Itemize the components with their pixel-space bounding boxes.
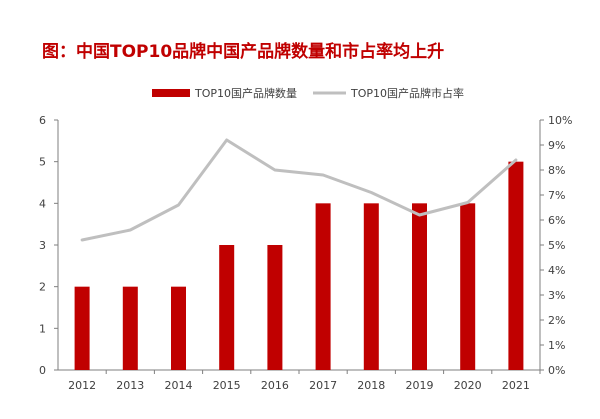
x-tick-label: 2012 (68, 379, 96, 392)
right-tick-label: 8% (548, 164, 565, 177)
legend: TOP10国产品牌数量 TOP10国产品牌市占率 (152, 86, 464, 100)
right-tick-label: 3% (548, 289, 565, 302)
left-tick-label: 3 (39, 239, 46, 252)
bar (508, 161, 524, 370)
right-tick-label: 6% (548, 214, 565, 227)
left-tick-label: 4 (39, 197, 46, 210)
bar (122, 286, 138, 370)
bar (74, 286, 90, 370)
x-tick-label: 2015 (213, 379, 241, 392)
bar (363, 203, 379, 370)
bar (460, 203, 476, 370)
right-tick-label: 4% (548, 264, 565, 277)
legend-label-line: TOP10国产品牌市占率 (350, 86, 464, 100)
axes: 0 1 2 3 4 5 6 0% 1% 2% 3% 4% 5% 6% 7% 8% 9% 10% 2012 2013 20… (39, 114, 572, 392)
right-tick-label: 1% (548, 339, 565, 352)
right-tick-label: 10% (548, 114, 572, 127)
x-tick-label: 2013 (116, 379, 144, 392)
chart-title: 图：中国TOP10品牌中国产品牌数量和市占率均上升 (42, 42, 445, 62)
x-tick-label: 2014 (165, 379, 193, 392)
right-tick-label: 5% (548, 239, 565, 252)
left-tick-label: 1 (39, 322, 46, 335)
line-series (80, 138, 518, 242)
left-tick-label: 2 (39, 281, 46, 294)
bar-series (74, 161, 524, 370)
bar (219, 245, 235, 370)
market-share-line (80, 138, 518, 242)
x-tick-label: 2019 (406, 379, 434, 392)
x-tick-label: 2020 (454, 379, 482, 392)
bar (267, 245, 283, 370)
right-tick-label: 0% (548, 364, 565, 377)
legend-swatch-bar (152, 89, 190, 97)
right-tick-label: 2% (548, 314, 565, 327)
x-tick-label: 2021 (502, 379, 530, 392)
bar (315, 203, 331, 370)
bar (412, 203, 427, 370)
left-tick-label: 6 (39, 114, 46, 127)
left-tick-label: 5 (39, 156, 46, 169)
legend-label-bar: TOP10国产品牌数量 (194, 86, 297, 100)
x-tick-label: 2017 (309, 379, 337, 392)
right-tick-label: 7% (548, 189, 565, 202)
bar (171, 286, 186, 370)
right-tick-label: 9% (548, 139, 565, 152)
x-tick-label: 2016 (261, 379, 289, 392)
left-tick-label: 0 (39, 364, 46, 377)
x-tick-label: 2018 (357, 379, 385, 392)
